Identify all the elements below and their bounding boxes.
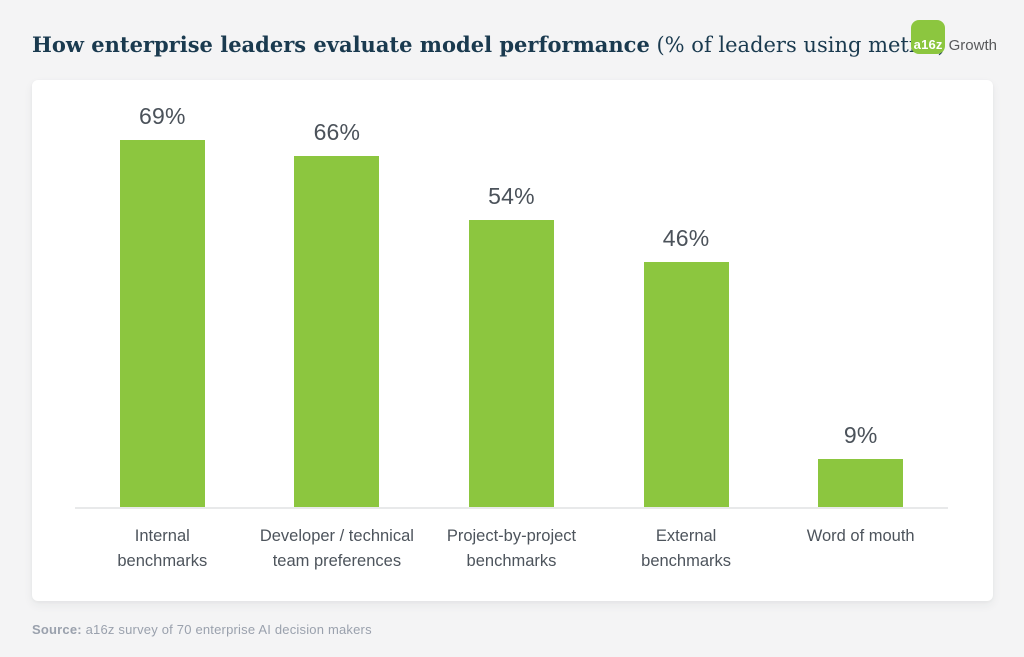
source-note: Source: a16z survey of 70 enterprise AI …: [32, 622, 372, 637]
source-text: a16z survey of 70 enterprise AI decision…: [81, 622, 372, 637]
bar-column: 54%: [424, 183, 599, 507]
source-label: Source:: [32, 622, 82, 637]
bar: [294, 156, 380, 507]
bar: [119, 140, 205, 507]
a16z-logo-text: a16z: [913, 37, 943, 52]
bar-column: 69%: [75, 103, 250, 507]
a16z-growth-logo: a16z Growth: [910, 20, 997, 54]
bar-column: 9%: [773, 422, 948, 507]
bar-value-label: 54%: [488, 183, 535, 209]
a16z-logo-icon: a16z: [910, 20, 945, 54]
bar-value-label: 46%: [662, 225, 710, 251]
logo-growth-label: Growth: [948, 37, 997, 54]
category-label: External benchmarks: [641, 527, 732, 570]
category-label: Internal benchmarks: [117, 527, 208, 570]
category-label: Project-by-project benchmarks: [446, 527, 577, 570]
bar: [643, 262, 729, 507]
bar: [468, 220, 554, 507]
plot-area: 69% 66% 54% 46% 9%: [75, 80, 948, 507]
page-title-main: How enterprise leaders evaluate model pe…: [32, 32, 650, 57]
page-title-subtitle: (% of leaders using metric): [649, 33, 946, 57]
category-label: Developer / technical team preferences: [259, 527, 414, 570]
page-title: How enterprise leaders evaluate model pe…: [32, 31, 946, 59]
bar-column: 46%: [599, 225, 774, 507]
x-axis-labels: Internal benchmarks Developer / technical t…: [75, 524, 948, 574]
category-label: Word of mouth: [806, 527, 915, 545]
bar-value-label: 9%: [843, 422, 878, 448]
bar-column: 66%: [250, 119, 425, 507]
x-axis-line: [75, 507, 948, 509]
bar-value-label: 69%: [138, 103, 186, 129]
chart-card: 69% 66% 54% 46% 9% Internal benchmarks Develop…: [32, 80, 993, 601]
bar-value-label: 66%: [313, 119, 361, 145]
bar: [818, 459, 904, 507]
